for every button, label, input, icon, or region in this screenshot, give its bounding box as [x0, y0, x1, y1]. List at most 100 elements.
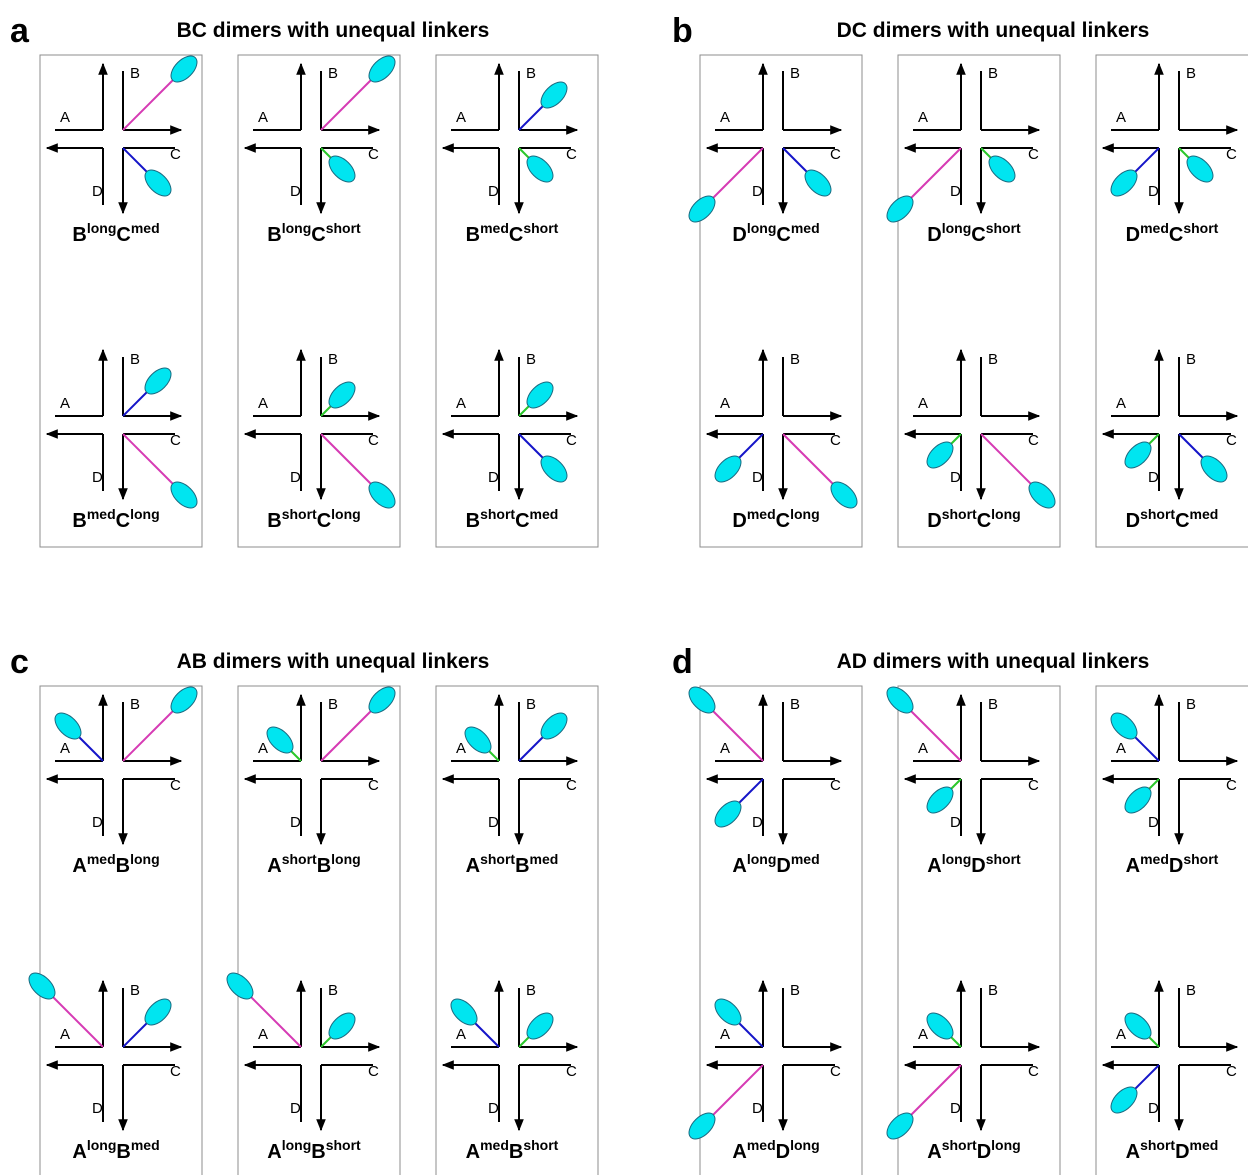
axis-label: C [170, 432, 181, 449]
linker [981, 434, 1031, 484]
axis-label: C [368, 1063, 379, 1080]
label-sup: long [942, 220, 972, 236]
panel-letter: a [10, 12, 30, 50]
label-sup: long [790, 1137, 820, 1153]
label-sup: long [130, 851, 160, 867]
linker [783, 148, 807, 172]
axis-label: B [328, 65, 338, 82]
axis-label: B [1186, 982, 1196, 999]
axis-label: D [290, 469, 301, 486]
cell-label: DmedCshort [1126, 220, 1219, 246]
figure: aBC dimers with unequal linkersABCDBlong… [0, 0, 1248, 1175]
label-sup: short [1140, 506, 1175, 522]
panel-box [436, 686, 598, 1175]
panel-title: AB dimers with unequal linkers [177, 650, 490, 673]
axis-label: C [170, 146, 181, 163]
linker [519, 406, 529, 416]
cell-label: AmedDlong [732, 1137, 819, 1163]
linker [951, 1037, 961, 1047]
panel-box [40, 55, 202, 547]
label-letter: A [927, 1141, 941, 1163]
linker [1135, 737, 1159, 761]
cell-label: BshortClong [267, 506, 360, 532]
label-letter: D [1175, 1141, 1189, 1163]
axis-label: D [488, 814, 499, 831]
label-letter: A [466, 1141, 480, 1163]
axis-label: C [830, 432, 841, 449]
axis-label: D [950, 814, 961, 831]
linker [1149, 779, 1159, 789]
linker [739, 1023, 763, 1047]
axis-label: D [1148, 814, 1159, 831]
label-sup: short [282, 851, 317, 867]
label-sup: short [942, 1137, 977, 1153]
axis-label: A [258, 395, 268, 412]
cell-label: AshortBmed [466, 851, 559, 877]
linker [519, 106, 543, 130]
label-sup: med [1140, 220, 1169, 236]
axis-label: C [830, 777, 841, 794]
axis-label: D [92, 1100, 103, 1117]
axis-label: D [92, 469, 103, 486]
axis-label: D [950, 183, 961, 200]
label-sup: short [986, 220, 1021, 236]
axis-label: C [1226, 1063, 1237, 1080]
label-letter: B [317, 855, 331, 877]
axis-label: D [950, 1100, 961, 1117]
panel-box [898, 686, 1060, 1175]
cell-label: AlongDmed [732, 851, 819, 877]
axis-label: A [258, 109, 268, 126]
axis-label: C [1226, 146, 1237, 163]
axis-label: B [790, 351, 800, 368]
label-letter: C [1175, 510, 1189, 532]
linker [321, 406, 331, 416]
label-letter: D [1126, 224, 1140, 246]
label-letter: C [1169, 224, 1183, 246]
label-sup: med [1190, 506, 1219, 522]
linker [519, 1037, 529, 1047]
label-sup: long [331, 851, 361, 867]
axis-label: C [170, 1063, 181, 1080]
linker [981, 148, 991, 158]
axis-label: C [1028, 777, 1039, 794]
label-letter: C [515, 510, 529, 532]
label-letter: A [1126, 855, 1140, 877]
linker [321, 148, 331, 158]
label-letter: D [732, 224, 746, 246]
axis-label: B [130, 982, 140, 999]
axis-label: A [720, 740, 730, 757]
label-sup: med [1140, 851, 1169, 867]
axis-label: A [720, 109, 730, 126]
linker [123, 1023, 147, 1047]
label-letter: B [72, 224, 86, 246]
label-sup: med [1190, 1137, 1219, 1153]
linker [1149, 434, 1159, 444]
axis-label: D [1148, 1100, 1159, 1117]
axis-label: D [488, 183, 499, 200]
axis-label: C [1028, 1063, 1039, 1080]
cell-label: DlongCmed [732, 220, 819, 246]
label-letter: D [732, 510, 746, 532]
axis-label: C [1226, 777, 1237, 794]
axis-label: C [1028, 432, 1039, 449]
axis-label: B [988, 65, 998, 82]
label-letter: D [1126, 510, 1140, 532]
label-letter: C [977, 510, 991, 532]
axis-label: D [92, 183, 103, 200]
linker [1179, 148, 1189, 158]
cell-label: BmedClong [72, 506, 159, 532]
linker [123, 148, 147, 172]
linker [321, 80, 371, 130]
cell-label: DshortCmed [1126, 506, 1219, 532]
label-letter: B [116, 1141, 130, 1163]
axis-label: A [456, 740, 466, 757]
label-letter: B [267, 510, 281, 532]
label-letter: D [971, 855, 985, 877]
axis-label: A [918, 109, 928, 126]
axis-label: B [328, 982, 338, 999]
label-sup: short [480, 851, 515, 867]
label-letter: B [509, 1141, 523, 1163]
linker [321, 1037, 331, 1047]
label-letter: A [466, 855, 480, 877]
axis-label: C [566, 777, 577, 794]
